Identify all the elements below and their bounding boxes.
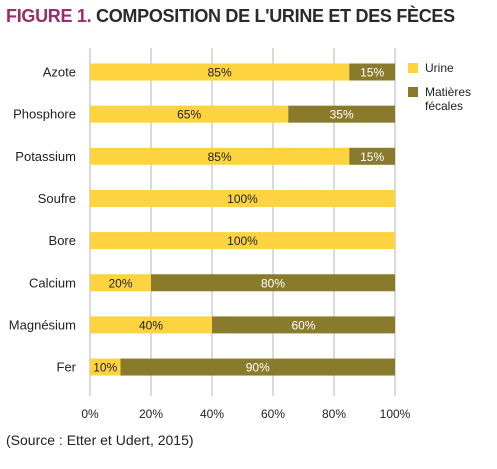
- category-label: Soufre: [38, 191, 76, 206]
- x-tick-label: 100%: [380, 407, 411, 421]
- data-label: 40%: [139, 318, 163, 332]
- data-label: 80%: [261, 276, 285, 290]
- bar-urine: [90, 105, 289, 123]
- bar-feces: [151, 274, 395, 292]
- data-label: 90%: [246, 361, 270, 375]
- legend-label-feces: Matières fécales: [425, 85, 471, 113]
- category-label: Fer: [57, 360, 77, 375]
- bar-feces: [212, 316, 395, 334]
- data-label: 100%: [227, 192, 258, 206]
- category-label: Magnésium: [9, 317, 76, 332]
- data-label: 15%: [360, 66, 384, 80]
- legend-swatch-feces: [408, 87, 418, 97]
- bar-urine: [90, 189, 395, 207]
- source-note: (Source : Etter et Udert, 2015): [6, 432, 194, 448]
- bar-urine: [90, 147, 350, 165]
- bar-feces: [349, 147, 395, 165]
- data-label: 15%: [360, 150, 384, 164]
- title-text: COMPOSITION DE L'URINE ET DES FÈCES: [96, 6, 455, 26]
- x-tick-label: 20%: [139, 407, 163, 421]
- bar-urine: [90, 232, 395, 250]
- data-label: 60%: [291, 318, 315, 332]
- category-label: Calcium: [29, 275, 76, 290]
- bar-feces: [120, 358, 395, 376]
- legend-label-urine: Urine: [425, 61, 454, 75]
- x-tick-label: 60%: [261, 407, 285, 421]
- bar-feces: [288, 105, 395, 123]
- category-label: Bore: [49, 233, 76, 248]
- data-label: 20%: [108, 276, 132, 290]
- x-tick-label: 0%: [81, 407, 99, 421]
- data-label: 35%: [330, 108, 354, 122]
- chart-title: FIGURE 1. COMPOSITION DE L'URINE ET DES …: [6, 6, 455, 27]
- data-label: 10%: [93, 361, 117, 375]
- bar-urine: [90, 63, 350, 81]
- figure-label: FIGURE 1.: [6, 6, 92, 26]
- category-label: Azote: [43, 65, 76, 80]
- category-label: Phosphore: [13, 107, 76, 122]
- bar-urine: [90, 316, 212, 334]
- x-tick-label: 40%: [200, 407, 224, 421]
- data-label: 85%: [208, 150, 232, 164]
- bar-urine: [90, 274, 151, 292]
- legend-swatch-urine: [408, 63, 418, 73]
- data-label: 65%: [177, 108, 201, 122]
- bar-feces: [349, 63, 395, 81]
- category-label: Potassium: [15, 149, 76, 164]
- x-tick-label: 80%: [322, 407, 346, 421]
- bar-urine: [90, 358, 121, 376]
- data-label: 100%: [227, 234, 258, 248]
- data-label: 85%: [208, 66, 232, 80]
